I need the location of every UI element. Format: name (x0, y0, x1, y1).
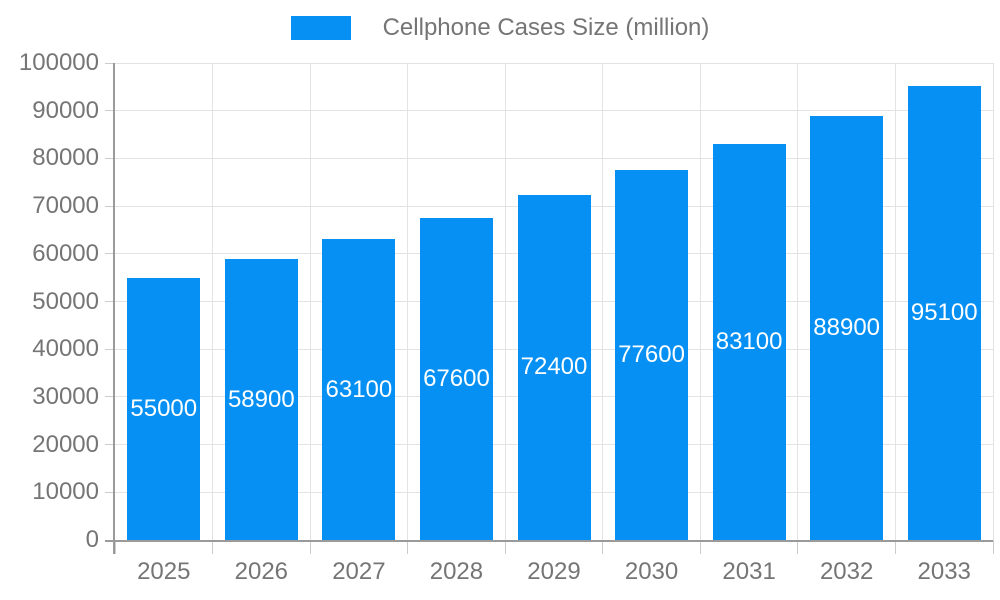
category-gridline (212, 63, 214, 540)
category-gridline (602, 63, 604, 540)
y-tick-label: 40000 (32, 335, 99, 363)
legend: Cellphone Cases Size (million) (0, 14, 1000, 42)
y-tick-label: 100000 (18, 49, 99, 76)
legend-label: Cellphone Cases Size (million) (382, 14, 710, 41)
x-tick-label: 2026 (234, 558, 289, 585)
bar-value-label: 83100 (715, 327, 783, 355)
bar-2027: 63100 (322, 239, 396, 540)
x-tick (309, 540, 311, 554)
category-gridline (992, 63, 994, 540)
bar-2033: 95100 (907, 86, 981, 540)
legend-swatch (290, 16, 351, 40)
bar-2030: 77600 (615, 169, 689, 540)
category-gridline (504, 63, 506, 540)
y-tick (105, 62, 115, 64)
y-tick-label: 60000 (32, 239, 99, 267)
y-tick (105, 301, 115, 302)
bar-value-label: 88900 (813, 313, 881, 341)
category-gridline (894, 63, 896, 540)
category-gridline (797, 63, 799, 540)
x-tick-label: 2027 (332, 558, 386, 585)
x-tick (699, 540, 701, 554)
category-gridline (699, 63, 701, 540)
y-tick-label: 70000 (32, 192, 99, 220)
y-gridline (115, 110, 993, 112)
category-gridline (407, 63, 409, 540)
x-tick-label: 2033 (917, 558, 971, 585)
x-tick-label: 2032 (819, 558, 874, 585)
bar-value-label: 67600 (423, 364, 490, 392)
bar-2029: 72400 (517, 194, 591, 540)
y-tick-label: 20000 (32, 430, 99, 458)
x-tick (407, 540, 409, 554)
y-tick (105, 444, 115, 446)
y-tick (105, 205, 115, 207)
y-tick (105, 348, 115, 350)
x-tick-label: 2025 (137, 558, 191, 585)
y-gridline (115, 62, 993, 64)
bar-value-label: 95100 (910, 299, 978, 327)
y-tick (105, 253, 115, 255)
y-tick-label: 90000 (32, 96, 99, 124)
y-tick-label: 80000 (32, 144, 99, 172)
y-axis-line (113, 63, 115, 554)
y-tick-label: 0 (85, 526, 99, 553)
x-tick (504, 540, 506, 554)
y-tick-label: 30000 (32, 382, 99, 410)
bar-2032: 88900 (810, 115, 884, 540)
bar-value-label: 55000 (130, 394, 198, 422)
bar-value-label: 58900 (227, 385, 295, 413)
x-tick-label: 2030 (624, 558, 679, 585)
y-tick-label: 50000 (32, 287, 99, 315)
category-gridline (309, 63, 311, 540)
bar-2031: 83100 (712, 143, 786, 540)
bar-value-label: 77600 (618, 340, 685, 368)
x-tick (797, 540, 799, 554)
y-tick (105, 396, 115, 398)
x-tick (114, 540, 116, 554)
x-tick (894, 540, 896, 554)
bar-value-label: 72400 (520, 353, 588, 381)
x-axis-line (105, 540, 993, 542)
y-tick (105, 110, 115, 112)
bar-2026: 58900 (224, 259, 298, 540)
bar-2028: 67600 (419, 217, 493, 540)
bar-2025: 55000 (127, 277, 201, 540)
x-tick-label: 2029 (527, 558, 581, 585)
x-tick-label: 2028 (429, 558, 484, 585)
x-tick (602, 540, 604, 554)
plot-area: 55000 58900 63100 67600 72400 77600 83100 88900… (105, 62, 994, 554)
x-tick (212, 540, 214, 554)
x-tick (992, 540, 994, 554)
y-tick (105, 157, 115, 159)
bar-value-label: 63100 (325, 375, 393, 403)
y-tick (105, 491, 115, 493)
x-tick-label: 2031 (722, 558, 776, 585)
y-gridline (115, 157, 993, 159)
y-tick-label: 10000 (32, 478, 99, 506)
